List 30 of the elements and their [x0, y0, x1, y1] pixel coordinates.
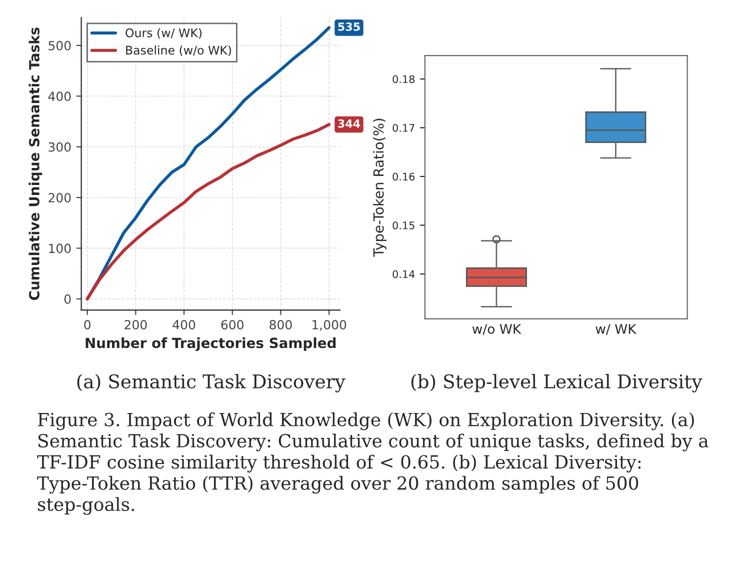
y-tick-label: 0.14	[392, 270, 415, 278]
x-tick-label: 200	[124, 320, 147, 330]
x-tick-label: 600	[221, 320, 244, 330]
x-tick-label: 0	[84, 320, 90, 330]
y-tick-label: 0	[64, 294, 71, 304]
y-tick-label: 0.17	[392, 124, 414, 132]
x-tick-label: w/o WK	[472, 324, 522, 335]
x-axis-title: Number of Trajectories Sampled	[86, 337, 336, 351]
line-series	[86, 122, 331, 300]
caption: Figure 3. Impact of World Knowledge (WK) on Exploration Diversity. (a) Semantic Task Discovery: Cumulative count of unique tasks, defined by a TF-IDF cosine similarity threshold of < 0.65. (b) Lexical Diversity: Type-Token Ratio (TTR) averaged over 20 random samples of 500 step-goals.	[37, 412, 708, 515]
legend-label: Ours (w/ WK)	[126, 28, 202, 39]
x-tick-label: 1,000	[312, 320, 346, 331]
y-tick-label: 0.16	[392, 172, 415, 181]
legend-label: Baseline (w/o WK)	[126, 46, 231, 56]
y-tick-label: 300	[48, 142, 71, 152]
y-tick-label: 500	[48, 40, 71, 50]
y-axis-title: Type-Token Ratio(%)	[373, 118, 386, 257]
y-tick-label: 200	[48, 192, 71, 202]
y-tick-label: 100	[49, 244, 71, 254]
y-tick-label: 400	[48, 92, 71, 102]
data-label: 344	[338, 119, 360, 128]
x-tick-label: w/ WK	[596, 324, 637, 335]
y-tick-label: 0.18	[392, 75, 414, 84]
x-tick-label: 800	[270, 320, 292, 330]
text: (a) Semantic Task Discovery	[77, 374, 346, 392]
y-axis-title: Cumulative Unique Semantic Tasks	[28, 28, 42, 300]
y-tick-label: 0.15	[392, 221, 414, 230]
x-tick-label: 400	[172, 320, 196, 330]
data-label: 535	[338, 22, 360, 31]
text: (b) Step-level Lexical Diversity	[411, 374, 702, 392]
